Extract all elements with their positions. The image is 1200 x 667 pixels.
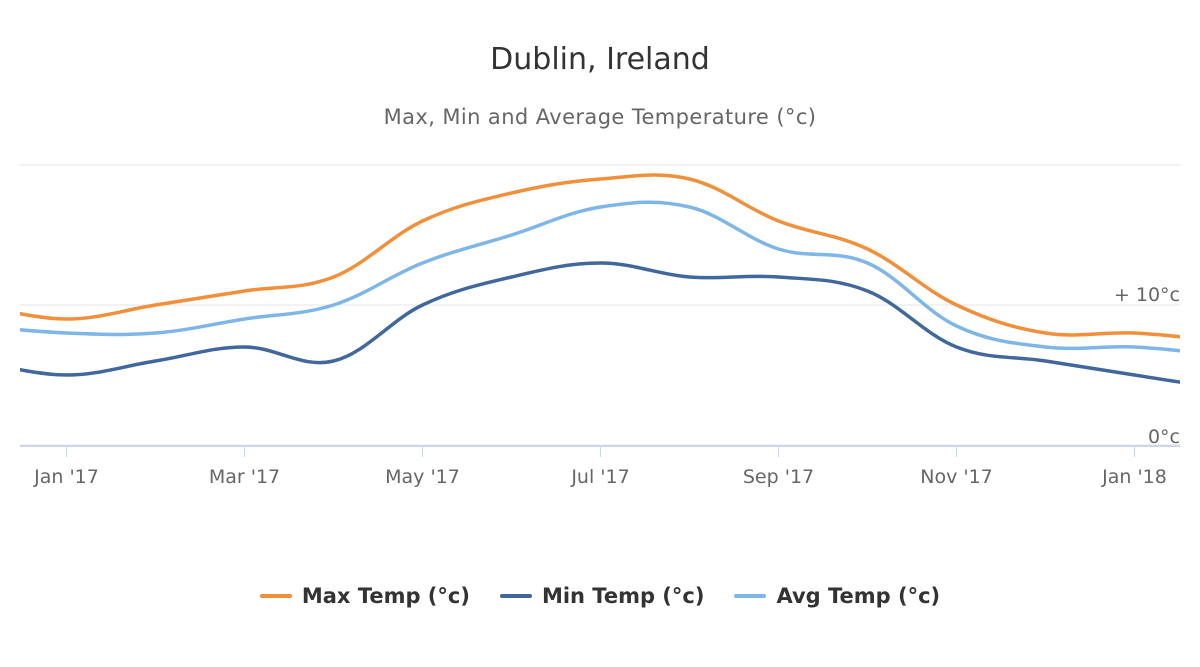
y-tick-label-0: 0°c: [1148, 426, 1180, 448]
chart-subtitle: Max, Min and Average Temperature (°c): [383, 105, 817, 129]
legend-swatch: [499, 594, 532, 598]
x-tick-label: Nov '17: [920, 466, 993, 488]
x-tick-label: May '17: [385, 466, 460, 488]
chart-legend: Max Temp (°c) Min Temp (°c) Avg Temp (°c): [0, 584, 1200, 608]
legend-item-max-temp[interactable]: Max Temp (°c): [259, 584, 470, 608]
x-tick-label: Jan '17: [33, 466, 99, 488]
series-line-min-temp[interactable]: [0, 261, 1200, 389]
legend-label: Avg Temp (°c): [776, 584, 941, 608]
series-line-avg-temp[interactable]: [0, 200, 1200, 355]
y-tick-label-10: + 10°c: [1114, 284, 1180, 306]
chart-plot-area: 0°c + 10°c Jan '17 Mar '17 May '17 Jul '17 Sep…: [0, 164, 1200, 488]
x-tick-label: Mar '17: [209, 466, 280, 488]
x-tick-label: Sep '17: [743, 466, 814, 488]
legend-label: Max Temp (°c): [301, 584, 470, 608]
chart-title: Dublin, Ireland: [490, 42, 710, 77]
legend-swatch: [259, 594, 292, 598]
legend-item-min-temp[interactable]: Min Temp (°c): [499, 584, 705, 608]
x-tick-label: Jul '17: [570, 466, 629, 488]
series-line-max-temp[interactable]: [0, 173, 1200, 341]
legend-label: Min Temp (°c): [541, 584, 705, 608]
x-tick-label: Jan '18: [1101, 466, 1167, 488]
legend-swatch: [734, 594, 767, 598]
legend-item-avg-temp[interactable]: Avg Temp (°c): [734, 584, 940, 608]
